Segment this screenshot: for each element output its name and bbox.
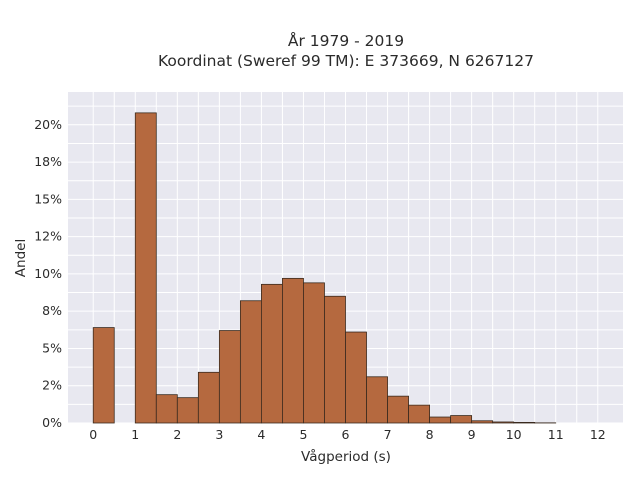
y-tick-label: 8% [42, 303, 62, 318]
x-tick-label: 5 [299, 427, 307, 442]
x-tick-label: 1 [131, 427, 139, 442]
y-tick-label: 20% [34, 117, 62, 132]
histogram-bar [197, 371, 220, 424]
y-axis-ticks: 0% 2% 5% 8% 10% 12% 15% 18% 20% [34, 117, 62, 430]
chart-title-line-2: Koordinat (Sweref 99 TM): E 373669, N 62… [158, 52, 534, 70]
y-tick-label: 10% [34, 266, 62, 281]
histogram-bars [92, 112, 557, 424]
y-tick-label: 2% [42, 378, 62, 393]
histogram-bar [471, 420, 494, 424]
histogram-bar [92, 327, 115, 424]
y-tick-label: 18% [34, 154, 62, 169]
histogram-bar [134, 112, 157, 424]
x-tick-label: 12 [590, 427, 606, 442]
histogram-bar [218, 330, 241, 424]
x-tick-label: 8 [426, 427, 434, 442]
x-tick-label: 2 [173, 427, 181, 442]
x-tick-label: 4 [257, 427, 265, 442]
histogram-bar [492, 421, 515, 424]
chart-title-line-1: År 1979 - 2019 [288, 31, 404, 50]
histogram-bar [239, 300, 262, 424]
y-tick-label: 5% [42, 340, 62, 355]
x-tick-label: 10 [506, 427, 522, 442]
y-tick-label: 15% [34, 191, 62, 206]
x-axis-ticks: 0 1 2 3 4 5 6 7 8 9 10 11 12 [89, 427, 605, 442]
histogram-bar [450, 415, 473, 424]
histogram-bar [282, 277, 304, 424]
histogram-bar [261, 283, 283, 424]
histogram-bar [366, 376, 388, 424]
histogram-bar [429, 416, 452, 424]
x-tick-label: 7 [384, 427, 392, 442]
histogram-bar [324, 295, 346, 424]
y-tick-label: 12% [34, 229, 62, 244]
histogram-bar [345, 331, 367, 424]
histogram-bar [408, 404, 430, 424]
x-tick-label: 3 [215, 427, 223, 442]
histogram-bar [155, 394, 178, 424]
histogram-bar [387, 395, 409, 424]
x-tick-label: 0 [89, 427, 97, 442]
y-tick-label: 0% [42, 415, 62, 430]
x-tick-label: 6 [342, 427, 350, 442]
histogram-bar [513, 422, 536, 424]
x-tick-label: 11 [548, 427, 564, 442]
histogram-bar [176, 397, 199, 424]
y-axis-label: Andel [13, 239, 29, 277]
x-axis-label: Vågperiod (s) [301, 448, 391, 465]
histogram-bar [303, 282, 325, 424]
x-tick-label: 9 [468, 427, 476, 442]
